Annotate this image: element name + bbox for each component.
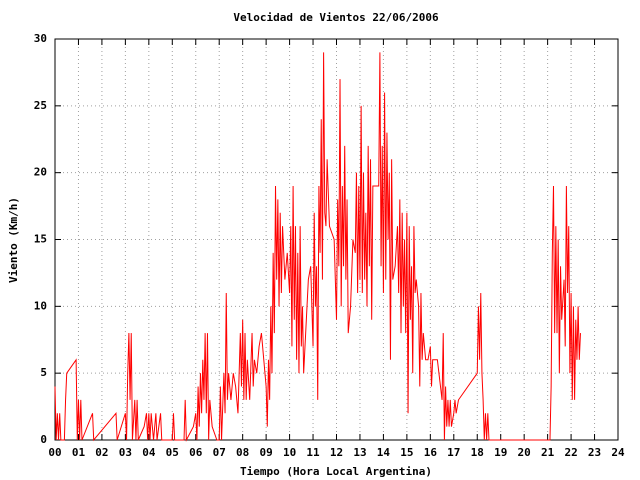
x-tick-label: 04	[142, 446, 156, 459]
x-tick-label: 18	[471, 446, 484, 459]
x-tick-label: 00	[48, 446, 61, 459]
x-tick-label: 01	[72, 446, 86, 459]
x-tick-label: 21	[541, 446, 555, 459]
x-tick-label: 15	[400, 446, 413, 459]
x-tick-label: 10	[283, 446, 296, 459]
chart-title: Velocidad de Vientos 22/06/2006	[233, 11, 439, 24]
y-axis-label: Viento (Km/h)	[7, 197, 20, 283]
wind-line	[54, 52, 581, 442]
y-tick-label: 30	[34, 32, 47, 45]
x-tick-label: 19	[494, 446, 507, 459]
x-tick-label: 22	[564, 446, 577, 459]
y-tick-label: 0	[40, 433, 47, 446]
plot-frame	[54, 38, 619, 441]
x-tick-label: 13	[353, 446, 366, 459]
y-tick-label: 25	[34, 99, 47, 112]
x-tick-label: 08	[236, 446, 249, 459]
x-tick-label: 14	[377, 446, 391, 459]
x-tick-label: 20	[518, 446, 531, 459]
x-tick-label: 12	[330, 446, 343, 459]
x-tick-label: 07	[213, 446, 226, 459]
x-tick-label: 11	[306, 446, 320, 459]
x-tick-label: 05	[166, 446, 179, 459]
y-tick-label: 20	[34, 166, 47, 179]
x-tick-label: 24	[611, 446, 625, 459]
y-tick-label: 15	[34, 233, 47, 246]
x-tick-label: 03	[119, 446, 132, 459]
x-tick-label: 09	[260, 446, 273, 459]
y-tick-label: 5	[40, 366, 47, 379]
x-tick-label: 16	[424, 446, 438, 459]
y-tick-label: 10	[34, 299, 47, 312]
x-axis-label: Tiempo (Hora Local Argentina)	[240, 465, 432, 478]
x-tick-label: 02	[95, 446, 108, 459]
x-tick-label: 23	[588, 446, 601, 459]
x-tick-label: 06	[189, 446, 203, 459]
x-tick-label: 17	[447, 446, 460, 459]
